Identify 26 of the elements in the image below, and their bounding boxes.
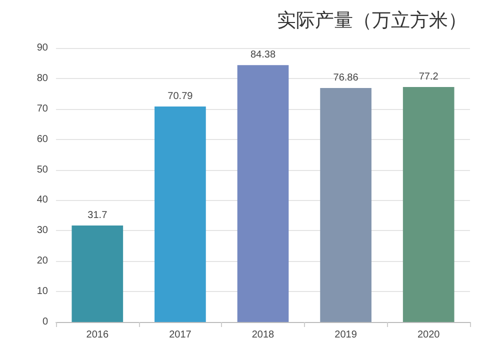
y-tick-label: 50 [36, 164, 48, 176]
data-label: 76.86 [333, 72, 359, 84]
chart-title: 实际产量（万立方米） [277, 10, 467, 32]
y-tick-label: 40 [36, 194, 48, 206]
x-tick-label: 2017 [169, 330, 192, 340]
bar [237, 65, 289, 322]
bar [72, 225, 124, 322]
y-tick-label: 80 [36, 72, 48, 84]
bar [402, 86, 454, 322]
y-tick-label: 0 [42, 316, 48, 328]
y-tick-label: 70 [36, 103, 48, 114]
y-tick-label: 90 [36, 42, 48, 54]
x-tick-label: 2016 [86, 330, 109, 340]
y-tick-label: 20 [36, 256, 48, 267]
x-tick-label: 2019 [334, 330, 358, 340]
data-label: 31.7 [88, 210, 108, 221]
data-label: 84.38 [250, 50, 276, 61]
y-tick-label: 60 [36, 134, 48, 145]
y-tick-label: 30 [36, 225, 48, 236]
data-label: 70.79 [168, 90, 194, 102]
y-tick-label: 10 [36, 286, 48, 298]
bar [320, 88, 372, 322]
x-tick-label: 2018 [252, 330, 275, 340]
data-label: 77.2 [418, 71, 439, 82]
bar [154, 106, 206, 322]
x-tick-label: 2020 [417, 330, 440, 340]
